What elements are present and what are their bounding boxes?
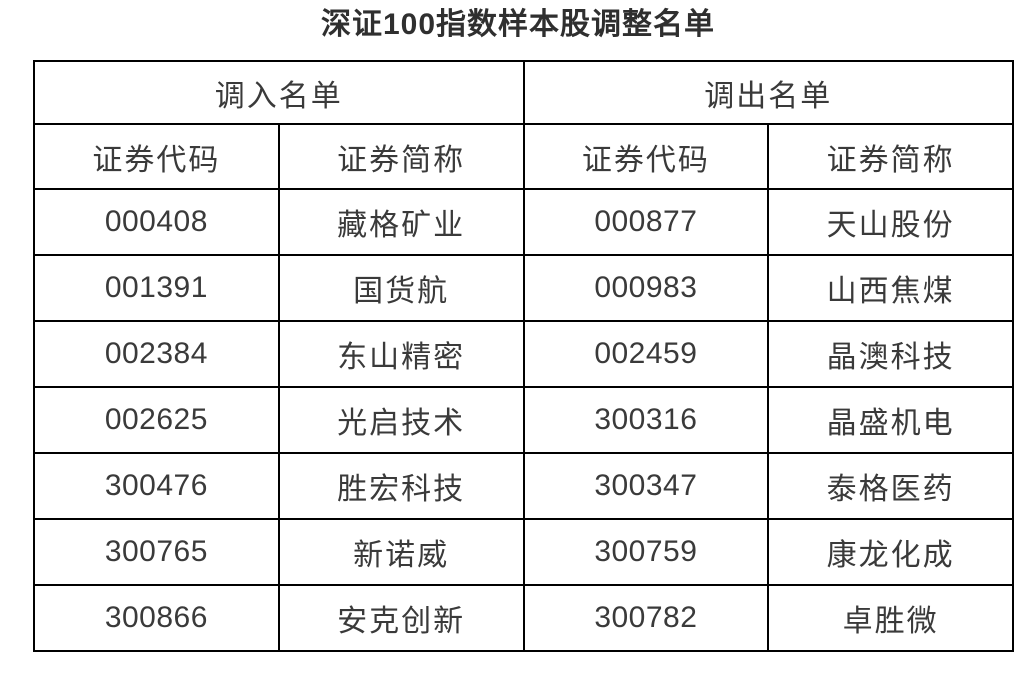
in-name-cell: 胜宏科技 (277, 452, 525, 520)
in-name-cell: 东山精密 (277, 320, 525, 388)
page-title: 深证100指数样本股调整名单 (320, 8, 716, 41)
out-code-cell: 300316 (522, 386, 770, 454)
table-body: 000408 藏格矿业 000877 天山股份 001391 国货航 00098… (33, 188, 1014, 652)
in-code-cell: 300476 (33, 452, 280, 520)
table-row: 002625 光启技术 300316 晶盛机电 (33, 386, 1014, 454)
table-row: 300765 新诺威 300759 康龙化成 (33, 518, 1014, 586)
in-code-cell: 002384 (33, 320, 280, 388)
out-code-cell: 002459 (522, 320, 770, 388)
out-name-cell: 泰格医药 (767, 452, 1014, 520)
col-header-out-name: 证券简称 (767, 123, 1014, 190)
group-header-row: 调入名单 调出名单 (33, 60, 1014, 125)
out-name-cell: 晶澳科技 (767, 320, 1014, 388)
table-row: 000408 藏格矿业 000877 天山股份 (33, 188, 1014, 256)
in-name-cell: 国货航 (277, 254, 525, 322)
out-code-cell: 000983 (522, 254, 770, 322)
in-code-cell: 002625 (33, 386, 280, 454)
in-name-cell: 新诺威 (277, 518, 525, 586)
out-name-cell: 卓胜微 (767, 584, 1014, 652)
group-header-exclusion: 调出名单 (522, 60, 1014, 125)
in-code-cell: 000408 (33, 188, 280, 256)
table-row: 002384 东山精密 002459 晶澳科技 (33, 320, 1014, 388)
out-name-cell: 康龙化成 (767, 518, 1014, 586)
in-name-cell: 藏格矿业 (277, 188, 525, 256)
table-row: 001391 国货航 000983 山西焦煤 (33, 254, 1014, 322)
table-row: 300476 胜宏科技 300347 泰格医药 (33, 452, 1014, 520)
out-code-cell: 300759 (522, 518, 770, 586)
col-header-in-code: 证券代码 (33, 123, 280, 190)
out-code-cell: 300782 (522, 584, 770, 652)
index-adjustment-table: 调入名单 调出名单 证券代码 证券简称 证券代码 证券简称 000408 藏格矿… (33, 60, 1014, 652)
sub-header-row: 证券代码 证券简称 证券代码 证券简称 (33, 123, 1014, 190)
table-row: 300866 安克创新 300782 卓胜微 (33, 584, 1014, 652)
out-name-cell: 天山股份 (767, 188, 1014, 256)
col-header-in-name: 证券简称 (277, 123, 525, 190)
out-name-cell: 晶盛机电 (767, 386, 1014, 454)
group-header-inclusion: 调入名单 (33, 60, 525, 125)
out-code-cell: 300347 (522, 452, 770, 520)
in-name-cell: 光启技术 (277, 386, 525, 454)
in-code-cell: 001391 (33, 254, 280, 322)
in-name-cell: 安克创新 (277, 584, 525, 652)
in-code-cell: 300765 (33, 518, 280, 586)
in-code-cell: 300866 (33, 584, 280, 652)
out-name-cell: 山西焦煤 (767, 254, 1014, 322)
col-header-out-code: 证券代码 (522, 123, 770, 190)
out-code-cell: 000877 (522, 188, 770, 256)
